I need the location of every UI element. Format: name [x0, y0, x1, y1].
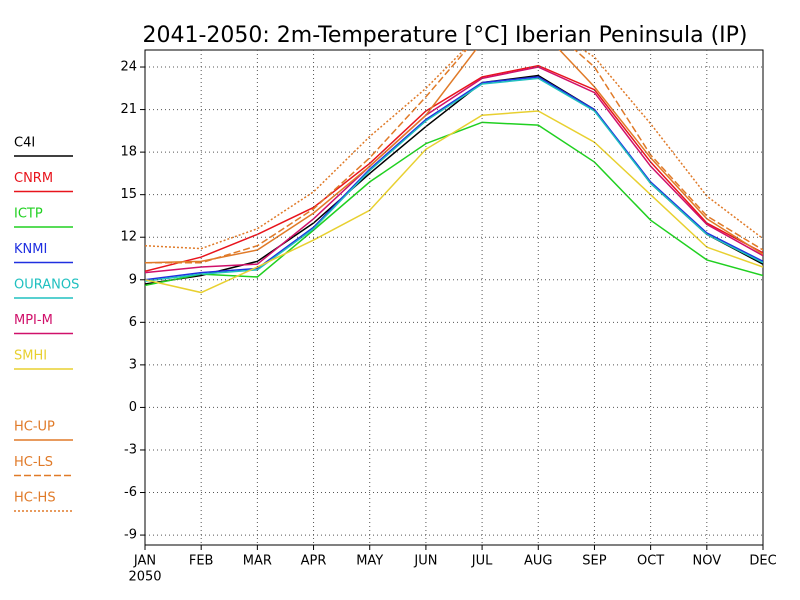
- y-tick-label: 9: [129, 272, 137, 287]
- x-tick-label: NOV: [693, 554, 722, 569]
- y-tick-label: 6: [129, 315, 137, 330]
- x-tick-label: JUN: [413, 554, 437, 569]
- y-tick-label: 12: [120, 230, 137, 245]
- series-line: [145, 76, 763, 281]
- y-tick-label: 0: [129, 400, 137, 415]
- x-tick-label: AUG: [524, 554, 552, 569]
- x-tick-label: SEP: [582, 554, 606, 569]
- series-line: [145, 50, 763, 250]
- legend-label: HC-LS: [14, 455, 53, 470]
- lines-group: [145, 50, 763, 294]
- y-tick-label: 18: [120, 145, 137, 160]
- legend-label: KNMI: [14, 242, 47, 257]
- x-tick-label: JAN: [133, 554, 156, 569]
- x-tick-label: DEC: [749, 554, 776, 569]
- y-tick-label: -3: [124, 442, 137, 457]
- x-tick-label: FEB: [189, 554, 214, 569]
- y-tick-label: 24: [120, 60, 137, 75]
- series-line: [145, 50, 763, 264]
- legend-label: HC-UP: [14, 420, 55, 435]
- series-line: [145, 66, 763, 274]
- x-tick-label: JUL: [471, 554, 493, 569]
- x-tick-label: OCT: [637, 554, 664, 569]
- legend-label: SMHI: [14, 349, 47, 364]
- y-tick-label: -6: [124, 485, 137, 500]
- legend-label: MPI-M: [14, 313, 53, 328]
- legend-label: HC-HS: [14, 491, 56, 506]
- legend-label: C4I: [14, 136, 35, 151]
- chart-title: 2041-2050: 2m-Temperature [°C] Iberian P…: [142, 23, 747, 48]
- series-line: [145, 64, 763, 272]
- series-line: [145, 121, 763, 287]
- x-sublabel: 2050: [128, 570, 161, 585]
- y-tick-label: 15: [120, 187, 137, 202]
- x-tick-label: APR: [301, 554, 327, 569]
- x-tick-label: MAR: [243, 554, 272, 569]
- legend-label: OURANOS: [14, 278, 79, 293]
- plot-frame: [144, 49, 764, 546]
- y-tick-label: 3: [129, 357, 137, 372]
- series-line: [145, 50, 763, 264]
- y-tick-label: -9: [124, 528, 137, 543]
- y-tick-label: 21: [120, 102, 137, 117]
- legend-label: ICTP: [14, 207, 43, 222]
- legend-label: CNRM: [14, 171, 53, 186]
- x-tick-label: MAY: [356, 554, 383, 569]
- series-line: [145, 110, 763, 294]
